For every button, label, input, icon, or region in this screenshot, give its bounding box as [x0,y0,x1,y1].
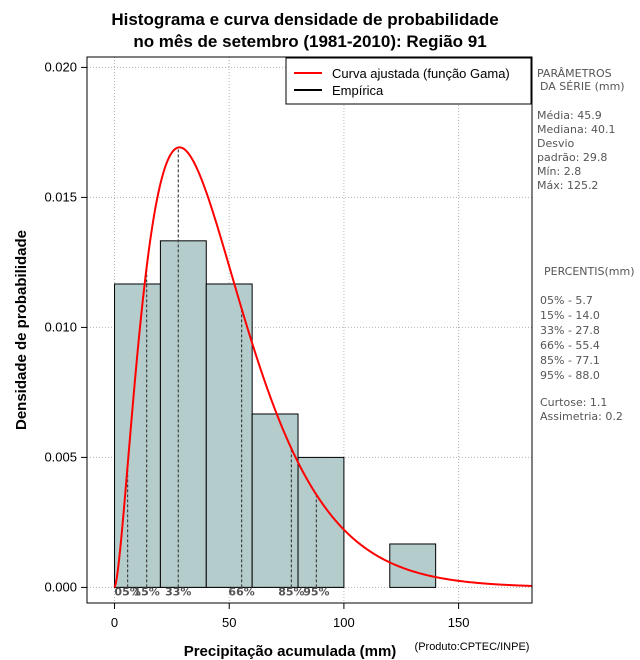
legend-empirical-label: Empírica [332,83,384,98]
y-tick-label-1: 0.005 [44,449,77,464]
histogram-bar-3 [251,413,299,588]
credit-text: (Produto:CPTEC/INPE) [415,641,530,653]
params-title-1: PARÂMETROS [537,67,612,80]
percentil-85: 85% - 77.1 [540,354,600,367]
legend-curve-label: Curva ajustada (função Gama) [332,66,510,81]
stat-media: Média: 45.9 [537,109,602,122]
percentile-markers: 05%15% 33% 66% 85%95% [114,147,330,598]
stat-curtose: Curtose: 1.1 [540,396,607,409]
params-title-2: DA SÉRIE (mm) [540,80,625,93]
plot-frame [86,56,533,604]
legend-box [285,57,532,105]
x-tick-label-3: 150 [448,615,470,630]
percentile-label-4: 85% [278,585,304,598]
percentil-15: 15% - 14.0 [540,309,600,322]
y-tick-label-2: 0.010 [44,319,77,334]
chart-title-line2: no mês de setembro (1981-2010): Região 9… [133,32,486,51]
histogram-bar-2 [205,283,253,588]
stat-mediana: Mediana: 40.1 [537,123,615,136]
y-tick-label-0: 0.000 [44,579,77,594]
percentis-title: PERCENTIS(mm) [544,265,635,278]
y-axis: 0.000 0.005 0.010 0.015 0.020 [44,59,87,594]
legend: Curva ajustada (função Gama) Empírica [285,57,532,105]
x-tick-label-1: 50 [222,615,236,630]
percentile-label-1: 15% [133,585,159,598]
y-axis-title: Densidade de probabilidade [13,230,30,430]
side-panel: PARÂMETROS DA SÉRIE (mm) Média: 45.9 Med… [537,67,635,423]
chart-title-line1: Histograma e curva densidade de probabil… [111,10,498,29]
percentil-33: 33% - 27.8 [540,324,600,337]
x-axis: 0 50 100 150 [111,603,470,630]
x-tick-label-0: 0 [111,615,118,630]
x-tick-label-2: 100 [333,615,355,630]
percentile-label-2: 33% [165,585,191,598]
x-axis-title: Precipitação acumulada (mm) [184,643,397,660]
histogram-bar-1 [159,240,207,588]
y-tick-label-4: 0.020 [44,59,77,74]
percentile-label-5: 95% [303,585,329,598]
histogram-bars [114,240,437,588]
y-tick-label-3: 0.015 [44,189,77,204]
percentile-label-3: 66% [228,585,254,598]
percentil-66: 66% - 55.4 [540,339,600,352]
stat-assimetria: Assimetria: 0.2 [540,410,623,423]
stat-max: Máx: 125.2 [537,179,598,192]
stat-min: Mín: 2.8 [537,165,581,178]
stat-desvio-2: padrão: 29.8 [537,151,607,164]
percentil-95: 95% - 88.0 [540,369,600,382]
gamma-fit-curve [113,146,533,588]
percentil-05: 05% - 5.7 [540,294,593,307]
percentile-label-0: 05% [114,585,140,598]
stat-desvio-1: Desvio [537,137,575,150]
